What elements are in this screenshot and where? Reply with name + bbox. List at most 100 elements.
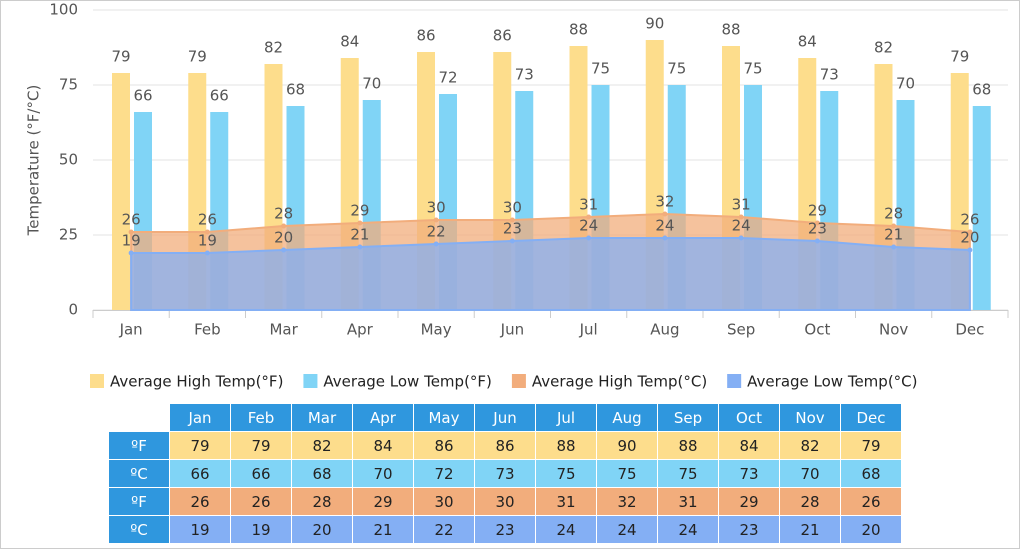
table-cell: 86 <box>413 431 475 460</box>
x-tick-label: Apr <box>347 321 374 339</box>
data-label: 82 <box>264 39 283 57</box>
point <box>357 220 363 226</box>
data-label: 82 <box>874 39 893 57</box>
data-label: 24 <box>579 217 598 235</box>
legend-label: Average Low Temp(°F) <box>323 373 491 391</box>
data-label: 30 <box>427 199 446 217</box>
table-cell: 75 <box>596 459 658 488</box>
point <box>891 244 897 250</box>
table-cell: 19 <box>169 515 231 544</box>
table-corner <box>108 403 170 432</box>
data-label: 72 <box>438 69 457 87</box>
table-cell: 82 <box>291 431 353 460</box>
table-cell: 88 <box>657 431 719 460</box>
point <box>814 220 820 226</box>
data-label: 29 <box>350 202 369 220</box>
table-cell: 24 <box>535 515 597 544</box>
data-label: 21 <box>350 226 369 244</box>
y-tick-label: 75 <box>59 76 78 94</box>
legend-swatch <box>511 374 526 388</box>
legend-swatch <box>727 374 742 388</box>
table-header-cell: May <box>413 403 475 432</box>
point <box>586 235 592 241</box>
data-label: 31 <box>732 196 751 214</box>
table-cell: 68 <box>840 459 902 488</box>
x-tick-label: Mar <box>269 321 298 339</box>
table-row-label: ºF <box>108 431 170 460</box>
data-label: 79 <box>950 48 969 66</box>
x-tick-label: Feb <box>194 321 221 339</box>
data-label: 22 <box>427 223 446 241</box>
y-tick-label: 100 <box>49 1 78 19</box>
table-row-label: ºC <box>108 459 170 488</box>
table-cell: 19 <box>230 515 292 544</box>
point <box>281 223 287 229</box>
table-header-cell: Feb <box>230 403 292 432</box>
bar <box>112 73 130 310</box>
data-label: 30 <box>503 199 522 217</box>
table-cell: 29 <box>718 487 780 516</box>
table-cell: 70 <box>779 459 841 488</box>
point <box>662 235 668 241</box>
table-cell: 31 <box>535 487 597 516</box>
table-cell: 26 <box>230 487 292 516</box>
data-label: 23 <box>503 220 522 238</box>
legend-label: Average Low Temp(°C) <box>747 373 917 391</box>
data-label: 24 <box>655 217 674 235</box>
data-label: 84 <box>798 33 817 51</box>
table-cell: 20 <box>291 515 353 544</box>
point <box>509 217 515 223</box>
data-label: 66 <box>210 87 229 105</box>
data-label: 23 <box>808 220 827 238</box>
table-header-row: Jan Feb Mar Apr May Jun Jul Aug Sep Oct Nov Dec <box>108 403 902 432</box>
table-cell: 82 <box>779 431 841 460</box>
table-cell: 21 <box>779 515 841 544</box>
legend-swatch <box>303 374 318 388</box>
table-header-cell: Oct <box>718 403 780 432</box>
data-label: 75 <box>743 60 762 78</box>
data-label: 90 <box>645 15 664 33</box>
y-axis-label: Temperature (°F/°C) <box>25 85 43 237</box>
table-cell: 20 <box>840 515 902 544</box>
table-cell: 31 <box>657 487 719 516</box>
data-label: 19 <box>198 232 217 250</box>
table-row-label: ºF <box>108 487 170 516</box>
data-label: 88 <box>569 21 588 39</box>
point <box>433 217 439 223</box>
legend-label: Average High Temp(°C) <box>532 373 707 391</box>
data-table: Jan Feb Mar Apr May Jun Jul Aug Sep Oct Nov Dec ºF 79… <box>108 403 902 544</box>
table-cell: 73 <box>474 459 536 488</box>
data-label: 79 <box>188 48 207 66</box>
table-cell: 66 <box>169 459 231 488</box>
x-tick-label: Jul <box>579 321 598 339</box>
table-header-cell: Mar <box>291 403 353 432</box>
table-cell: 73 <box>718 459 780 488</box>
table-row: ºF 26 26 28 29 30 30 31 32 31 29 28 26 <box>108 487 902 516</box>
table-cell: 32 <box>596 487 658 516</box>
table-cell: 28 <box>291 487 353 516</box>
point <box>738 214 744 220</box>
table-header-cell: Nov <box>779 403 841 432</box>
point <box>662 211 668 217</box>
table-cell: 24 <box>596 515 658 544</box>
table-row: ºF 79 79 82 84 86 86 88 90 88 84 82 79 <box>108 431 902 460</box>
data-label: 20 <box>960 229 979 247</box>
legend-swatch <box>90 374 104 388</box>
legend-label: Average High Temp(°F) <box>110 373 283 391</box>
y-tick-label: 0 <box>68 301 78 319</box>
table-cell: 29 <box>352 487 414 516</box>
table-row-label: ºC <box>108 515 170 544</box>
data-label: 26 <box>122 211 141 229</box>
data-label: 73 <box>820 66 839 84</box>
data-label: 73 <box>515 66 534 84</box>
table-cell: 86 <box>474 431 536 460</box>
y-tick-label: 25 <box>59 226 78 244</box>
table-cell: 30 <box>413 487 475 516</box>
data-label: 75 <box>591 60 610 78</box>
table-cell: 72 <box>413 459 475 488</box>
data-label: 86 <box>416 27 435 45</box>
table-cell: 90 <box>596 431 658 460</box>
table-cell: 84 <box>352 431 414 460</box>
